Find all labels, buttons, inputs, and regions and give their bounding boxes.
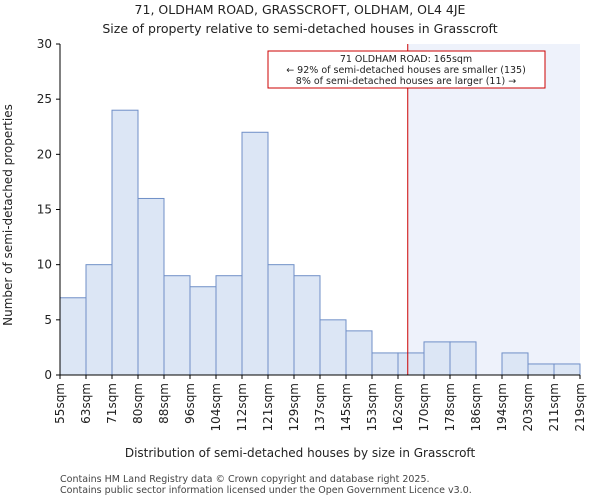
bar-211sqm bbox=[553, 363, 581, 376]
x-axis-label: Distribution of semi-detached houses by … bbox=[125, 446, 476, 460]
x-tick-label: 55sqm bbox=[53, 383, 67, 424]
x-tick-label: 63sqm bbox=[79, 383, 93, 424]
bar-55sqm bbox=[59, 297, 87, 376]
x-tick-label: 129sqm bbox=[287, 383, 301, 431]
bar-129sqm bbox=[293, 275, 321, 376]
x-tick-label: 203sqm bbox=[521, 383, 535, 431]
bar-112sqm bbox=[241, 131, 269, 376]
bar-153sqm bbox=[371, 352, 399, 376]
y-tick-label: 20 bbox=[37, 147, 52, 161]
x-tick-label: 71sqm bbox=[105, 383, 119, 424]
bars bbox=[59, 109, 581, 376]
bar-80sqm bbox=[137, 197, 165, 376]
y-tick-label: 0 bbox=[44, 368, 52, 382]
y-tick-labels: 0 5 10 15 20 25 30 bbox=[37, 37, 60, 382]
y-tick-label: 30 bbox=[37, 37, 52, 51]
annotation-frame bbox=[267, 50, 546, 89]
x-tick-label: 80sqm bbox=[131, 383, 145, 424]
x-tick-label: 137sqm bbox=[313, 383, 327, 431]
bar-71sqm bbox=[111, 109, 139, 376]
footer-line-2: Contains public sector information licen… bbox=[60, 485, 472, 496]
bar-162sqm bbox=[397, 352, 425, 376]
x-tick-label: 104sqm bbox=[209, 383, 223, 431]
x-tick-label: 112sqm bbox=[235, 383, 249, 431]
bar-88sqm bbox=[163, 275, 191, 376]
annotation-box: 71 OLDHAM ROAD: 165sqm ← 92% of semi-det… bbox=[267, 50, 546, 89]
x-tick-label: 186sqm bbox=[469, 383, 483, 431]
y-axis-label: Number of semi-detached properties bbox=[1, 104, 15, 326]
bar-137sqm bbox=[319, 319, 347, 376]
shade-rect bbox=[407, 44, 580, 375]
bar-178sqm bbox=[449, 341, 477, 376]
x-tick-label: 178sqm bbox=[443, 383, 457, 431]
bar-145sqm bbox=[345, 330, 373, 376]
bar-121sqm bbox=[267, 264, 295, 376]
bar-170sqm bbox=[423, 341, 451, 376]
x-tick-label: 96sqm bbox=[183, 383, 197, 424]
x-tick-label: 88sqm bbox=[157, 383, 171, 424]
y-tick-label: 10 bbox=[37, 258, 52, 272]
x-tick-label: 194sqm bbox=[495, 383, 509, 431]
annotation-line-2: ← 92% of semi-detached houses are smalle… bbox=[286, 65, 526, 76]
bar-194sqm bbox=[501, 352, 529, 376]
x-tick-label: 121sqm bbox=[261, 383, 275, 431]
bar-63sqm bbox=[85, 264, 113, 376]
larger-region-shade bbox=[407, 44, 580, 375]
x-tick-label: 145sqm bbox=[339, 383, 353, 431]
x-tick-label: 211sqm bbox=[547, 383, 561, 431]
x-tick-label: 162sqm bbox=[391, 383, 405, 431]
x-tick-label: 219sqm bbox=[573, 383, 587, 431]
bar-96sqm bbox=[189, 286, 217, 376]
bar-203sqm bbox=[527, 363, 555, 376]
x-tick-label: 170sqm bbox=[417, 383, 431, 431]
chart-subtitle: Size of property relative to semi-detach… bbox=[102, 21, 497, 36]
x-tick-labels: 55sqm 63sqm 71sqm 80sqm 88sqm 96sqm 104sqm 112s… bbox=[53, 375, 587, 431]
annotation-line-1: 71 OLDHAM ROAD: 165sqm bbox=[340, 54, 472, 65]
chart-title: 71, OLDHAM ROAD, GRASSCROFT, OLDHAM, OL4… bbox=[135, 2, 466, 17]
bar-104sqm bbox=[215, 275, 243, 376]
footer-line-1: Contains HM Land Registry data © Crown c… bbox=[60, 474, 430, 485]
y-tick-label: 25 bbox=[37, 92, 52, 106]
y-tick-label: 5 bbox=[44, 313, 52, 327]
annotation-line-3: 8% of semi-detached houses are larger (1… bbox=[296, 76, 516, 87]
y-tick-label: 15 bbox=[37, 203, 52, 217]
x-tick-label: 153sqm bbox=[365, 383, 379, 431]
